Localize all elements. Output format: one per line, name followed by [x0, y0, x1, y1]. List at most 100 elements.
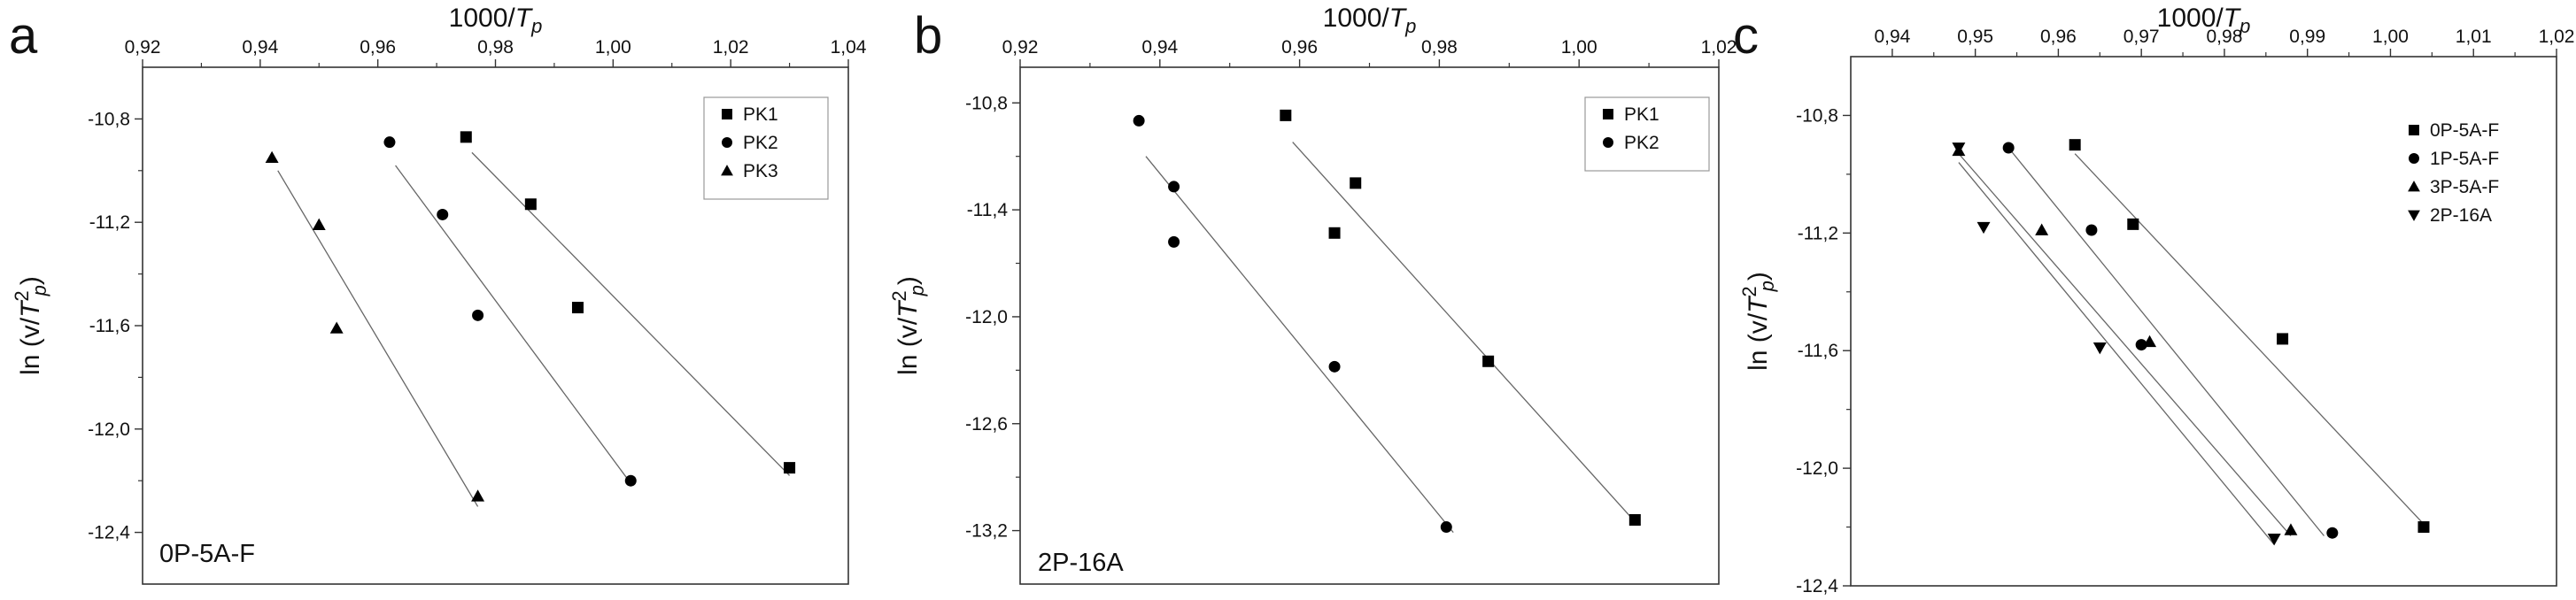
- series-PK3: [265, 150, 485, 507]
- sample-label: 0P-5A-F: [159, 540, 255, 568]
- panel-letter: b: [914, 7, 942, 65]
- y-tick-label: -12,6: [965, 414, 1008, 435]
- y-tick-label: -12,0: [1796, 458, 1838, 479]
- panel-c: c 0,94 0,95 0,96 0,97 0,98 0,99 1,00 1,01 1,02 -10…: [1733, 4, 2574, 596]
- series-0P-5A-F: [2069, 139, 2430, 534]
- data-point: [2127, 218, 2139, 230]
- x-axis-title: 1000/Tp: [1323, 4, 1417, 37]
- legend-label: 0P-5A-F: [2430, 120, 2499, 141]
- legend-label: 3P-5A-F: [2430, 177, 2499, 197]
- data-point: [1976, 221, 1991, 235]
- fit-line: [1958, 153, 2292, 536]
- x-tick-label: 0,98: [477, 37, 514, 58]
- sample-label: 2P-16A: [1038, 549, 1124, 577]
- fit-line: [277, 170, 479, 507]
- legend-marker: [722, 137, 732, 148]
- data-point: [472, 309, 484, 321]
- data-point: [312, 218, 326, 230]
- legend-label: PK3: [743, 161, 778, 181]
- legend-marker: [2409, 153, 2419, 164]
- series-PK2: [1133, 114, 1454, 534]
- data-point: [2002, 142, 2015, 154]
- fit-line: [2007, 147, 2325, 536]
- data-point: [265, 150, 279, 164]
- y-axis-title: ln (v/T2p): [888, 276, 928, 375]
- data-point: [1280, 109, 1292, 121]
- data-point: [2267, 533, 2281, 546]
- x-tick-label: 0,99: [2289, 27, 2325, 47]
- series-PK2: [383, 136, 637, 487]
- x-tick-label: 1,00: [2372, 27, 2409, 47]
- legend-marker: [2409, 125, 2419, 135]
- panel-a: a 0,92 0,94 0,96 0,98 1,00 1,02 1,04 -10,8 -11,2 -…: [9, 4, 867, 585]
- panel-letter: c: [1733, 7, 1759, 65]
- panel-b: b 0,92 0,94 0,96 0,98 1,00 1,02 -10,8 -11,4 -12,0…: [888, 4, 1737, 585]
- data-point: [383, 136, 396, 149]
- data-point: [1168, 235, 1180, 248]
- y-tick-label: -10,8: [1796, 105, 1838, 126]
- x-tick-label: 0,98: [2207, 27, 2243, 47]
- series-1P-5A-F: [2002, 142, 2339, 539]
- y-axis-title: ln (v/T2p): [11, 276, 50, 375]
- data-point: [2326, 527, 2339, 539]
- data-point: [1328, 227, 1341, 239]
- x-tick-label: 1,00: [595, 37, 631, 58]
- data-point: [1328, 360, 1341, 373]
- data-point: [2143, 335, 2157, 348]
- fit-line: [1292, 142, 1636, 522]
- legend-marker: [721, 165, 733, 176]
- data-point: [2085, 224, 2098, 236]
- data-point: [784, 462, 796, 474]
- data-point: [1440, 521, 1452, 534]
- legend-label: PK1: [743, 104, 778, 125]
- y-tick-label: -11,4: [967, 200, 1009, 220]
- data-point: [1628, 514, 1641, 527]
- data-point: [2284, 523, 2298, 535]
- data-point: [1133, 114, 1145, 127]
- plot-frame: [1850, 56, 2557, 587]
- data-point: [571, 302, 584, 314]
- x-tick-label: 0,96: [2040, 27, 2077, 47]
- data-point: [2417, 521, 2430, 534]
- legend-marker: [1603, 109, 1613, 119]
- x-tick-label: 0,92: [125, 37, 161, 58]
- legend-marker: [2408, 210, 2420, 221]
- series-3P-5A-F: [1952, 143, 2298, 536]
- data-point: [2093, 342, 2107, 355]
- data-point: [1168, 181, 1180, 193]
- legend-marker: [1603, 137, 1613, 148]
- x-tick-label: 1,02: [1701, 37, 1737, 58]
- fit-line: [1958, 162, 2275, 545]
- data-point: [2135, 339, 2147, 351]
- x-tick-label: 0,92: [1002, 37, 1039, 58]
- y-tick-label: -11,6: [89, 316, 130, 336]
- x-tick-label: 0,94: [1141, 37, 1178, 58]
- y-tick-label: -10,8: [88, 109, 130, 129]
- x-tick-label: 1,04: [831, 37, 867, 58]
- legend-marker: [722, 109, 732, 119]
- fit-line: [1145, 156, 1454, 534]
- x-tick-label: 0,94: [242, 37, 278, 58]
- y-tick-label: -11,2: [1798, 223, 1838, 243]
- data-point: [2035, 223, 2049, 235]
- x-tick-label: 0,96: [1281, 37, 1318, 58]
- data-point: [2069, 139, 2081, 151]
- y-axis-title: ln (v/T2p): [1738, 272, 1778, 371]
- y-tick-label: -12,4: [1796, 576, 1838, 596]
- x-axis-title: 1000/Tp: [2157, 4, 2251, 37]
- x-axis-title: 1000/Tp: [449, 4, 543, 37]
- legend: PK1 PK2 PK3: [703, 96, 829, 200]
- legend-label: 1P-5A-F: [2430, 149, 2499, 169]
- y-tick-label: -12,0: [88, 419, 130, 440]
- panel-letter: a: [9, 7, 38, 65]
- y-tick-label: -11,2: [89, 212, 130, 233]
- y-tick-label: -12,4: [88, 523, 130, 543]
- legend-label: PK2: [743, 133, 778, 153]
- series-2P-16A: [1952, 142, 2281, 546]
- series-PK1: [1280, 109, 1641, 527]
- data-point: [1482, 355, 1495, 367]
- y-tick-label: -11,6: [1798, 341, 1838, 361]
- x-tick-label: 0,94: [1874, 27, 1910, 47]
